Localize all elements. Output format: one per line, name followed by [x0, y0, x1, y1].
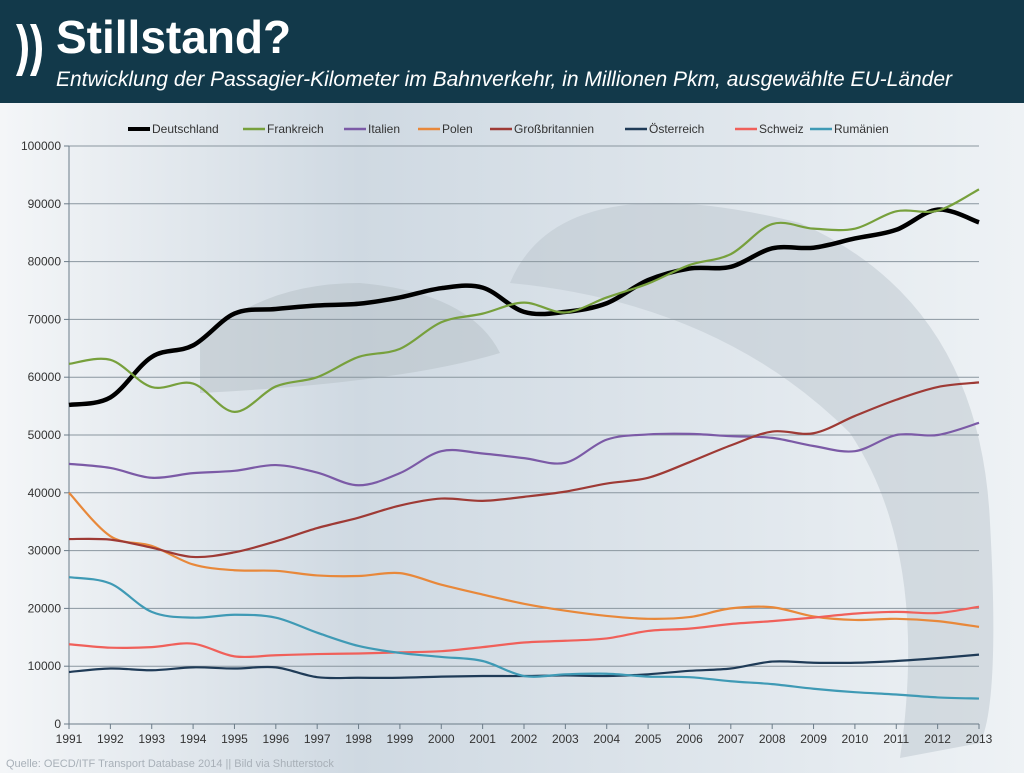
x-tick-label: 2001	[469, 732, 496, 746]
x-tick-label: 2002	[511, 732, 538, 746]
legend-label: Polen	[442, 122, 473, 136]
x-tick-label: 1991	[56, 732, 83, 746]
x-tick-label: 2012	[924, 732, 951, 746]
x-tick-label: 1999	[387, 732, 414, 746]
x-tick-label: 2005	[635, 732, 662, 746]
x-tick-label: 2010	[842, 732, 869, 746]
y-tick-label: 0	[54, 717, 61, 731]
legend-label: Frankreich	[267, 122, 324, 136]
logo-chevrons-icon	[16, 24, 42, 76]
x-tick-label: 2006	[676, 732, 703, 746]
y-tick-label: 60000	[28, 370, 62, 384]
legend-label: Rumänien	[834, 122, 889, 136]
series-line-frankreich	[68, 188, 980, 413]
x-tick-label: 2003	[552, 732, 579, 746]
header-banner: Stillstand? Entwicklung der Passagier-Ki…	[0, 0, 1024, 103]
x-tick-label: 1994	[180, 732, 207, 746]
page-subtitle: Entwicklung der Passagier-Kilometer im B…	[56, 68, 953, 91]
x-tick-label: 1997	[304, 732, 331, 746]
x-tick-label: 1995	[221, 732, 248, 746]
x-tick-label: 2004	[593, 732, 620, 746]
legend-label: Italien	[368, 122, 400, 136]
y-tick-label: 40000	[28, 486, 62, 500]
legend-item: Polen	[418, 122, 473, 136]
source-note: Quelle: OECD/ITF Transport Database 2014…	[6, 758, 334, 770]
y-tick-label: 20000	[28, 601, 62, 615]
legend-item: Frankreich	[243, 122, 324, 136]
legend-item: Deutschland	[128, 122, 219, 136]
legend-label: Schweiz	[759, 122, 804, 136]
x-tick-label: 1998	[345, 732, 372, 746]
x-tick-label: 2009	[800, 732, 827, 746]
x-tick-label: 1996	[262, 732, 289, 746]
legend-item: Schweiz	[735, 122, 804, 136]
legend-label: Großbritannien	[514, 122, 594, 136]
series-line-schweiz	[68, 605, 980, 659]
y-tick-label: 70000	[28, 312, 62, 326]
x-tick-label: 2013	[966, 732, 993, 746]
train-background-shape	[200, 203, 994, 758]
x-tick-label: 2011	[883, 732, 909, 746]
legend-label: Deutschland	[152, 122, 219, 136]
y-tick-label: 30000	[28, 544, 62, 558]
y-tick-label: 100000	[21, 139, 61, 153]
legend-item: Rumänien	[810, 122, 889, 136]
y-tick-label: 90000	[28, 197, 62, 211]
legend-item: Großbritannien	[490, 122, 594, 136]
series-line-großbritannien	[68, 381, 980, 559]
series-line-deutschland	[68, 207, 980, 408]
legend-label: Österreich	[649, 122, 704, 136]
x-tick-label: 2008	[759, 732, 786, 746]
series-line-polen	[68, 492, 980, 628]
legend-item: Österreich	[625, 122, 704, 136]
y-tick-label: 10000	[28, 659, 62, 673]
y-tick-label: 80000	[28, 255, 62, 269]
x-tick-label: 1992	[97, 732, 124, 746]
x-tick-label: 2000	[428, 732, 455, 746]
page-title: Stillstand?	[56, 11, 292, 63]
legend-item: Italien	[344, 122, 400, 136]
line-chart: 0 10000 20000 30000 40000 50000 60000 70000 8000…	[21, 122, 994, 758]
x-tick-label: 1993	[138, 732, 165, 746]
y-tick-label: 50000	[28, 428, 62, 442]
series-line-italien	[68, 421, 980, 487]
x-tick-label: 2007	[717, 732, 744, 746]
series-line-rumänien	[68, 576, 980, 700]
